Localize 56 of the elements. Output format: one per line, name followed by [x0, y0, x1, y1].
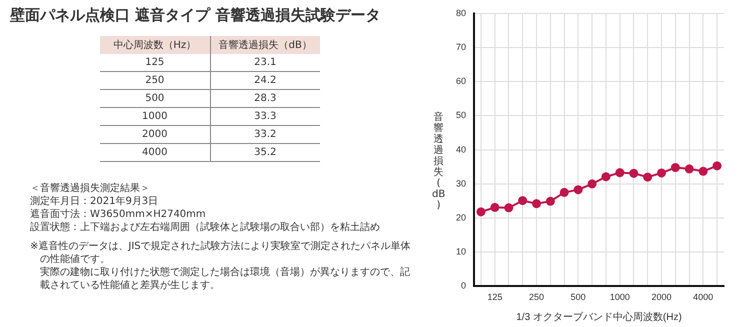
point [476, 207, 486, 216]
data-label: 35.2 [210, 144, 320, 162]
text: 中心周波数（Hz） [100, 36, 210, 54]
y-tick-label: 60 [456, 76, 466, 86]
point [698, 166, 708, 176]
text: 音響透過損失（dB） [210, 36, 320, 54]
data-label: 33.2 [210, 126, 320, 144]
text: ※遮音性のデータは、JISで規定された試験方法により実験室で測定されたパネル単体の性能値です。 [30, 240, 412, 266]
data-label: 24.2 [210, 72, 320, 90]
category-label: 250 [100, 72, 210, 90]
point [670, 163, 680, 172]
x-tick-label: 4000 [693, 292, 714, 302]
point [643, 172, 652, 182]
y-tick-label: 50 [456, 110, 466, 120]
x-tick-label: 500 [570, 292, 586, 302]
text: 音響透過損失(dB) [432, 112, 446, 211]
text: 実際の建物に取り付けた状態で測定した場合は環境（音場）が異なりますので、記載されている性能値と差異が生じます。 [39, 266, 411, 292]
category-label: 1000 [100, 108, 210, 126]
data-label: 23.1 [210, 54, 320, 72]
category-label: 2000 [100, 126, 210, 144]
y-tick-label: 70 [456, 42, 466, 52]
y-tick-label: 40 [456, 144, 466, 154]
point [629, 168, 638, 178]
y-tick-label: 80 [456, 8, 466, 18]
category-label: 500 [100, 90, 210, 108]
x-tick-label: 2000 [651, 292, 672, 302]
point [657, 168, 666, 178]
x-tick-label: 250 [528, 292, 544, 302]
text: 壁面パネル点検口 遮音タイプ 音響透過損失試験データ [10, 6, 380, 25]
y-tick-label: 0 [460, 280, 466, 291]
point [532, 199, 542, 208]
y-tick-label: 20 [456, 212, 466, 222]
point [588, 179, 597, 188]
point [560, 188, 569, 197]
data-label: 28.3 [210, 90, 320, 108]
point [574, 185, 583, 194]
point [712, 161, 722, 170]
category-label: 4000 [100, 144, 210, 162]
point [684, 164, 694, 174]
point [615, 168, 624, 178]
x-axis-title: 1/3 オクターブバンド中心周波数(Hz) [516, 310, 682, 323]
category-label: 125 [100, 54, 210, 72]
y-tick-label: 30 [456, 178, 466, 188]
x-tick-label: 1000 [610, 292, 630, 302]
point [518, 196, 528, 206]
x-tick-label: 125 [487, 292, 502, 302]
text: ＜音響透過損失測定結果＞ [30, 182, 151, 195]
point [504, 203, 514, 212]
data-label: 33.3 [210, 108, 320, 126]
text: 測定年月日：2021年9月3日 [30, 195, 160, 208]
text: 遮音面寸法：W3650mm×H2740mm [30, 208, 207, 221]
point [490, 202, 500, 212]
point [546, 196, 555, 206]
point [601, 172, 610, 182]
y-tick-label: 10 [456, 246, 466, 257]
text: 設置状態：上下端および左右端周囲（試験体と試験場の取合い部）を粘土詰め [30, 221, 381, 234]
